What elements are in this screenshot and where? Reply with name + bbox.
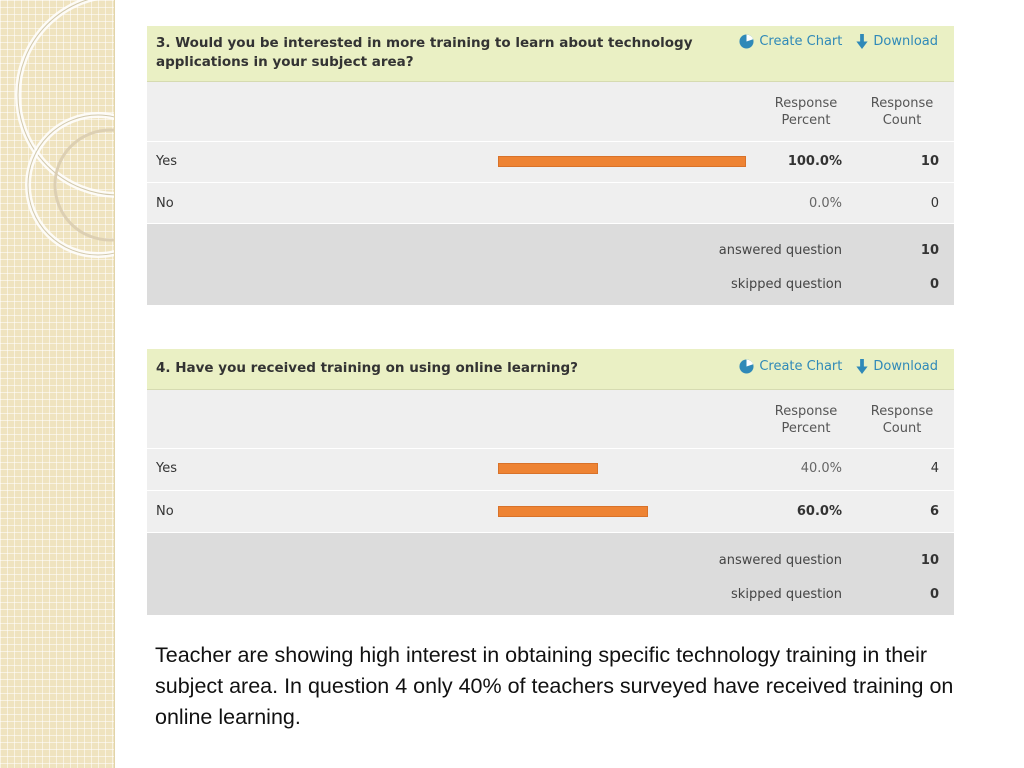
table-row: No 60.0% 6 (147, 491, 954, 533)
response-count-header: Response Count (870, 96, 934, 128)
create-chart-label: Create Chart (759, 359, 843, 374)
response-bar (498, 506, 648, 517)
decorative-rings (15, 0, 114, 258)
survey-panel-q3: 3. Would you be interested in more train… (147, 26, 954, 305)
response-count-header: Response Count (870, 404, 934, 436)
skipped-question-value: 0 (929, 587, 939, 602)
decorative-side-strip (0, 0, 115, 768)
column-header-row: Response Percent Response Count (147, 390, 954, 449)
question-title: 4. Have you received training on using o… (156, 360, 578, 376)
response-percent: 100.0% (787, 154, 842, 169)
answer-label: Yes (156, 461, 177, 476)
skipped-question-label: skipped question (731, 277, 842, 292)
table-row: Yes 100.0% 10 (147, 142, 954, 183)
down-arrow-icon (856, 34, 868, 49)
response-percent-header: Response Percent (774, 96, 838, 128)
down-arrow-icon (856, 359, 868, 374)
panel-actions: Create Chart Download (739, 359, 938, 374)
question-title: 3. Would you be interested in more train… (156, 35, 693, 70)
summary-block: answered question 10 skipped question 0 (147, 533, 954, 615)
response-percent: 40.0% (800, 461, 842, 476)
table-row: No 0.0% 0 (147, 183, 954, 224)
skipped-question-label: skipped question (731, 587, 842, 602)
panel-actions: Create Chart Download (739, 34, 938, 49)
answer-label: Yes (156, 154, 177, 169)
pie-chart-icon (739, 34, 754, 49)
pie-chart-icon (739, 359, 754, 374)
answered-question-label: answered question (718, 243, 842, 258)
panel-header: 4. Have you received training on using o… (147, 349, 954, 390)
answer-label: No (156, 504, 174, 519)
answered-question-label: answered question (718, 553, 842, 568)
answer-label: No (156, 196, 174, 211)
response-bar (498, 463, 598, 474)
create-chart-link[interactable]: Create Chart (739, 359, 842, 374)
response-count: 4 (930, 461, 939, 476)
column-header-row: Response Percent Response Count (147, 82, 954, 142)
table-row: Yes 40.0% 4 (147, 449, 954, 491)
summary-block: answered question 10 skipped question 0 (147, 224, 954, 305)
response-percent: 0.0% (808, 196, 842, 211)
answered-question-value: 10 (920, 243, 939, 258)
response-count: 0 (930, 196, 939, 211)
survey-panel-q4: 4. Have you received training on using o… (147, 349, 954, 615)
response-percent-header: Response Percent (774, 404, 838, 436)
create-chart-link[interactable]: Create Chart (739, 34, 842, 49)
download-label: Download (873, 359, 938, 374)
create-chart-label: Create Chart (759, 34, 843, 49)
download-link[interactable]: Download (856, 34, 938, 49)
response-count: 10 (920, 154, 939, 169)
download-link[interactable]: Download (856, 359, 938, 374)
summary-paragraph: Teacher are showing high interest in obt… (155, 643, 954, 729)
download-label: Download (873, 34, 938, 49)
skipped-question-value: 0 (929, 277, 939, 292)
response-bar (498, 156, 746, 167)
response-count: 6 (929, 504, 939, 519)
answered-question-value: 10 (920, 553, 939, 568)
panel-header: 3. Would you be interested in more train… (147, 26, 954, 82)
response-percent: 60.0% (796, 504, 842, 519)
